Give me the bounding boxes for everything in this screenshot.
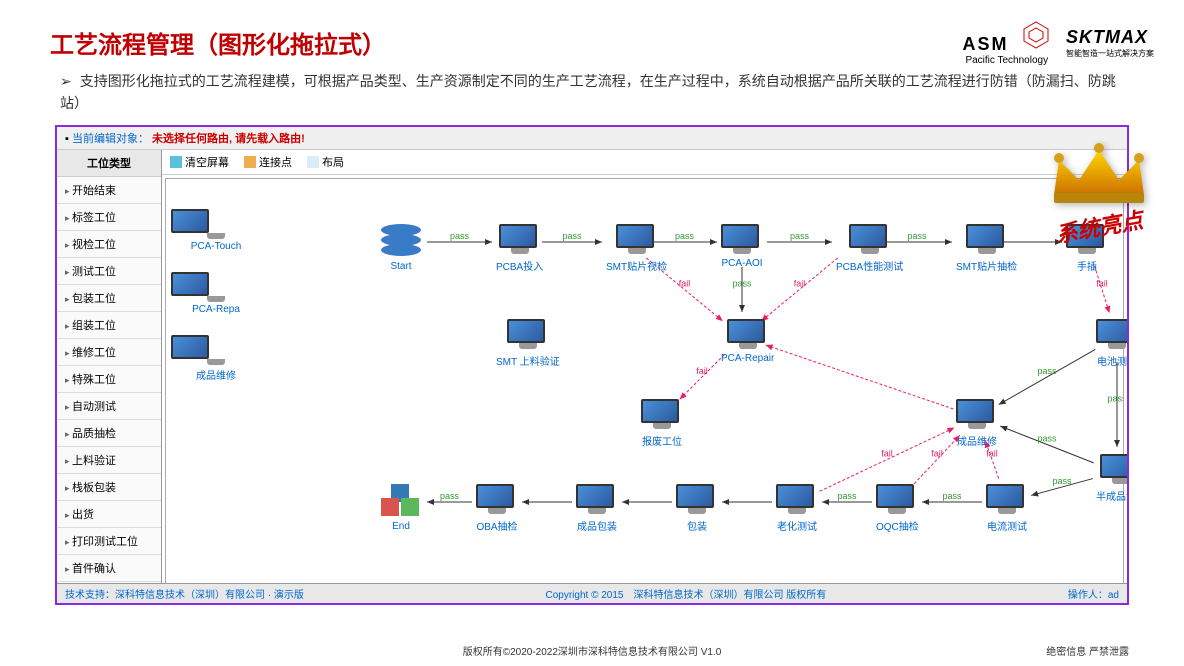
flow-node-scrap[interactable]: 报废工位: [641, 399, 683, 448]
flow-canvas[interactable]: PCA-Touch PCA-Repa 成品维修 pass pass pass pass pa…: [165, 178, 1124, 600]
svg-text:pass: pass: [440, 491, 460, 501]
svg-text:pass: pass: [675, 231, 695, 241]
sidebar-item[interactable]: 标签工位: [57, 204, 161, 231]
flow-node-age[interactable]: 老化测试: [776, 484, 818, 533]
hexagon-icon: [1021, 20, 1051, 55]
palette: PCA-Touch PCA-Repa 成品维修: [171, 209, 261, 402]
layout-icon: [307, 156, 319, 168]
sidebar-item[interactable]: 维修工位: [57, 339, 161, 366]
sidebar-item[interactable]: 自动测试: [57, 393, 161, 420]
palette-item[interactable]: PCA-Touch: [171, 209, 261, 252]
svg-text:pass: pass: [837, 491, 857, 501]
palette-item[interactable]: 成品维修: [171, 335, 261, 382]
crown-badge: 系统亮点: [1044, 140, 1154, 242]
page-footer: 版权所有©2020-2022深圳市深科特信息技术有限公司 V1.0 绝密信息 严…: [0, 643, 1184, 658]
asm-subtitle: Pacific Technology: [963, 55, 1051, 66]
svg-text:pass: pass: [1037, 433, 1057, 443]
svg-text:fail: fail: [931, 448, 943, 458]
app-footer: 技术支持：深科特信息技术（深圳）有限公司 · 演示版 Copyright © 2…: [57, 583, 1127, 603]
toolbar: 清空屏幕 连接点 布局: [162, 150, 1127, 175]
svg-text:pass: pass: [562, 231, 582, 241]
sidebar-item[interactable]: 开始结束: [57, 177, 161, 204]
footer-right: 操作人：ad: [1068, 586, 1119, 601]
asm-logo: ASM: [963, 34, 1009, 54]
sidebar-item[interactable]: 栈板包装: [57, 474, 161, 501]
svg-text:pass: pass: [942, 491, 962, 501]
bullet-icon: ➢: [60, 73, 72, 89]
flow-node-curr[interactable]: 电流测试: [986, 484, 1028, 533]
flow-node-perf[interactable]: PCBA性能测试: [836, 224, 903, 273]
connect-icon: [244, 156, 256, 168]
confidential: 绝密信息 严禁泄露: [1046, 643, 1129, 658]
svg-text:fail: fail: [679, 278, 691, 288]
sidebar: 工位类型 开始结束标签工位视检工位测试工位包装工位组装工位维修工位特殊工位自动测…: [57, 150, 162, 603]
svg-text:fail: fail: [794, 278, 806, 288]
flow-node-fixcp[interactable]: 成品维修: [956, 399, 998, 448]
flow-node-smt1[interactable]: SMT贴片视检: [606, 224, 667, 273]
svg-text:fail: fail: [881, 448, 893, 458]
flow-node-smtup[interactable]: SMT 上料验证: [496, 319, 560, 368]
flow-node-batt[interactable]: 电池测试: [1096, 319, 1127, 368]
flow-node-pack2[interactable]: 成品包装: [576, 484, 618, 533]
app-window: ▪ 当前编辑对象： 未选择任何路由, 请先载入路由! 工位类型 开始结束标签工位…: [55, 125, 1129, 605]
status-prefix: 当前编辑对象：: [72, 133, 149, 145]
svg-text:pass: pass: [1037, 366, 1057, 376]
flow-node-oqc[interactable]: OQC抽检: [876, 484, 919, 533]
sidebar-item[interactable]: 组装工位: [57, 312, 161, 339]
svg-text:pass: pass: [450, 231, 470, 241]
sidebar-item[interactable]: 上料验证: [57, 447, 161, 474]
svg-text:pass: pass: [1052, 476, 1072, 486]
description: ➢支持图形化拖拉式的工艺流程建模，可根据产品类型、生产资源制定不同的生产工艺流程…: [0, 65, 1184, 125]
flow-node-start[interactable]: Start: [381, 224, 421, 272]
sidebar-item[interactable]: 品质抽检: [57, 420, 161, 447]
sidebar-item[interactable]: 测试工位: [57, 258, 161, 285]
footer-left: 技术支持：深科特信息技术（深圳）有限公司 · 演示版: [65, 586, 304, 601]
svg-text:pass: pass: [790, 231, 810, 241]
svg-text:fail: fail: [696, 366, 708, 376]
svg-text:fail: fail: [986, 448, 998, 458]
svg-text:pass: pass: [732, 278, 752, 288]
palette-item[interactable]: PCA-Repa: [171, 272, 261, 315]
sidebar-item[interactable]: 包装工位: [57, 285, 161, 312]
flow-node-smt2[interactable]: SMT贴片抽检: [956, 224, 1017, 273]
sidebar-item[interactable]: 特殊工位: [57, 366, 161, 393]
copyright: 版权所有©2020-2022深圳市深科特信息技术有限公司 V1.0: [463, 643, 722, 658]
clear-button[interactable]: 清空屏幕: [170, 154, 229, 170]
flow-node-repair[interactable]: PCA-Repair: [721, 319, 774, 364]
flow-node-half[interactable]: 半成品测试: [1096, 454, 1127, 503]
sidebar-header: 工位类型: [57, 150, 161, 177]
sktmax-logo: SKTMAX: [1066, 27, 1154, 48]
status-message: 未选择任何路由, 请先载入路由!: [152, 133, 305, 145]
footer-center: Copyright © 2015 深科特信息技术（深圳）有限公司 版权所有: [546, 586, 827, 601]
flow-node-aoi[interactable]: PCA-AOI: [721, 224, 763, 269]
logo-area: ASM Pacific Technology SKTMAX 智能智造一站式解决方…: [963, 20, 1154, 66]
clear-icon: [170, 156, 182, 168]
sidebar-item[interactable]: 出货: [57, 501, 161, 528]
status-bar: ▪ 当前编辑对象： 未选择任何路由, 请先载入路由!: [57, 127, 1127, 150]
flow-node-pack[interactable]: 包装: [676, 484, 718, 533]
connect-button[interactable]: 连接点: [244, 154, 292, 170]
flow-node-oba[interactable]: OBA抽检: [476, 484, 518, 533]
layout-button[interactable]: 布局: [307, 154, 344, 170]
sktmax-subtitle: 智能智造一站式解决方案: [1066, 48, 1154, 59]
flow-node-end[interactable]: End: [381, 484, 421, 532]
sidebar-item[interactable]: 首件确认: [57, 555, 161, 582]
svg-text:pass: pass: [1107, 393, 1123, 403]
svg-text:fail: fail: [1096, 278, 1108, 288]
sidebar-item[interactable]: 打印测试工位: [57, 528, 161, 555]
sidebar-item[interactable]: 视检工位: [57, 231, 161, 258]
svg-text:pass: pass: [907, 231, 927, 241]
flow-node-pcba[interactable]: PCBA投入: [496, 224, 543, 273]
